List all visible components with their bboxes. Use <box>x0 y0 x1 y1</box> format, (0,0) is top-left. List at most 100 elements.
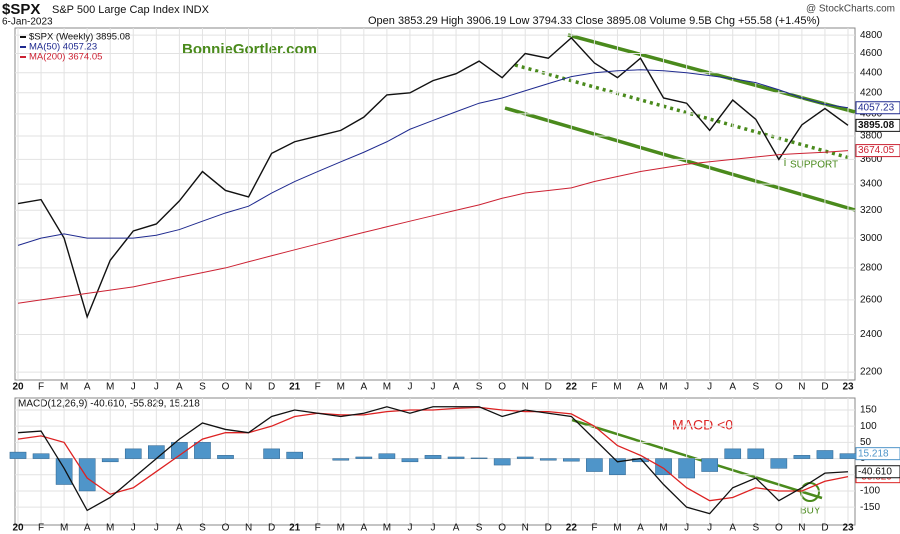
y-tick-label: 2800 <box>860 263 883 274</box>
x-tick-label: M <box>337 382 345 393</box>
y-tick-label: 3600 <box>860 154 883 165</box>
symbol: $SPX <box>2 1 40 18</box>
y-tick-label: 3400 <box>860 179 883 190</box>
value-label: 3674.05 <box>858 145 895 156</box>
x-tick-label: J <box>431 523 436 534</box>
histogram-bar <box>78 458 96 492</box>
x-tick-label: M <box>383 523 391 534</box>
histogram-bar <box>609 458 626 476</box>
x-tick-label: J <box>684 382 689 393</box>
histogram-bar <box>217 455 234 459</box>
x-tick-label: J <box>407 523 412 534</box>
annotation: BUY <box>800 506 821 517</box>
x-tick-label: D <box>268 523 275 534</box>
histogram-bar <box>678 458 695 479</box>
x-tick-label: M <box>106 523 114 534</box>
x-tick-label: A <box>453 382 460 393</box>
x-tick-label: 22 <box>566 523 578 534</box>
x-tick-label: D <box>545 523 552 534</box>
y-tick-label: 2400 <box>860 329 883 340</box>
y-tick-label: 4200 <box>860 87 883 98</box>
x-tick-label: M <box>613 382 621 393</box>
x-tick-label: M <box>337 523 345 534</box>
histogram-bar <box>539 458 557 461</box>
macd-title: MACD(12,26,9) -40.610, -55.829, 15.218 <box>18 399 200 410</box>
histogram-bar <box>401 458 419 463</box>
x-tick-label: J <box>131 523 136 534</box>
x-tick-label: M <box>106 382 114 393</box>
x-tick-label: O <box>498 523 506 534</box>
x-tick-label: F <box>591 382 597 393</box>
y-tick-label: 3800 <box>860 131 883 142</box>
date: 6-Jan-2023 <box>2 17 53 28</box>
series-line <box>17 69 849 246</box>
value-label: 3895.08 <box>858 120 895 131</box>
value-label: 15.218 <box>858 448 889 459</box>
x-tick-label: J <box>431 382 436 393</box>
y-tick-label: 150 <box>860 405 877 416</box>
x-tick-label: J <box>407 382 412 393</box>
x-tick-label: S <box>752 382 759 393</box>
x-tick-label: A <box>84 382 91 393</box>
histogram-bar <box>724 448 742 459</box>
x-tick-label: 20 <box>12 382 24 393</box>
series-line <box>17 150 849 304</box>
x-tick-label: F <box>315 523 321 534</box>
histogram-bar <box>424 455 442 459</box>
y-tick-label: 4800 <box>860 30 883 41</box>
histogram-bar <box>793 455 811 459</box>
histogram-bar <box>355 456 373 459</box>
histogram-bar <box>447 456 465 459</box>
histogram-bar <box>586 458 603 472</box>
x-tick-label: 23 <box>842 523 854 534</box>
legend-entry: MA(50) 4057.23 <box>29 42 97 53</box>
y-tick-label: 4400 <box>860 67 883 78</box>
y-tick-label: 3000 <box>860 233 883 244</box>
macd-frame <box>14 397 856 526</box>
x-tick-label: N <box>245 523 252 534</box>
subtitle: S&P 500 Large Cap Index INDX <box>52 4 210 16</box>
histogram-bar <box>493 458 511 466</box>
x-tick-label: D <box>545 382 552 393</box>
value-label: -40.610 <box>858 466 892 477</box>
x-tick-label: A <box>729 382 736 393</box>
x-tick-label: A <box>453 523 460 534</box>
x-tick-label: J <box>154 382 159 393</box>
x-tick-label: M <box>613 523 621 534</box>
value-label-box <box>855 118 900 132</box>
x-tick-label: S <box>752 523 759 534</box>
annotation: MACD <0 <box>672 417 733 433</box>
histogram-bar <box>124 448 142 459</box>
y-tick-label: 2600 <box>860 295 883 306</box>
x-tick-label: O <box>775 382 783 393</box>
histogram-bar <box>770 458 788 469</box>
x-tick-label: F <box>38 523 44 534</box>
x-tick-label: M <box>60 523 68 534</box>
series-line <box>17 406 849 502</box>
histogram-bar <box>32 453 50 459</box>
x-tick-label: J <box>154 523 159 534</box>
x-tick-label: J <box>684 523 689 534</box>
x-tick-label: M <box>659 523 667 534</box>
x-tick-label: O <box>775 523 783 534</box>
histogram-bar <box>839 453 857 459</box>
x-tick-label: F <box>38 382 44 393</box>
y-tick-label: 4600 <box>860 48 883 59</box>
value-label-box <box>855 101 900 115</box>
x-tick-label: M <box>383 382 391 393</box>
y-tick-label: -150 <box>860 502 880 513</box>
x-tick-label: M <box>659 382 667 393</box>
histogram-bar <box>148 445 165 459</box>
x-tick-label: D <box>268 382 275 393</box>
histogram-bar <box>171 442 188 459</box>
x-tick-label: A <box>360 523 367 534</box>
histogram-bar <box>332 458 350 461</box>
legend-entry: MA(200) 3674.05 <box>29 52 102 63</box>
x-tick-label: J <box>707 523 712 534</box>
x-tick-label: N <box>798 523 805 534</box>
x-tick-label: J <box>707 382 712 393</box>
x-tick-label: A <box>84 523 91 534</box>
price-frame <box>14 27 856 381</box>
x-tick-label: A <box>360 382 367 393</box>
